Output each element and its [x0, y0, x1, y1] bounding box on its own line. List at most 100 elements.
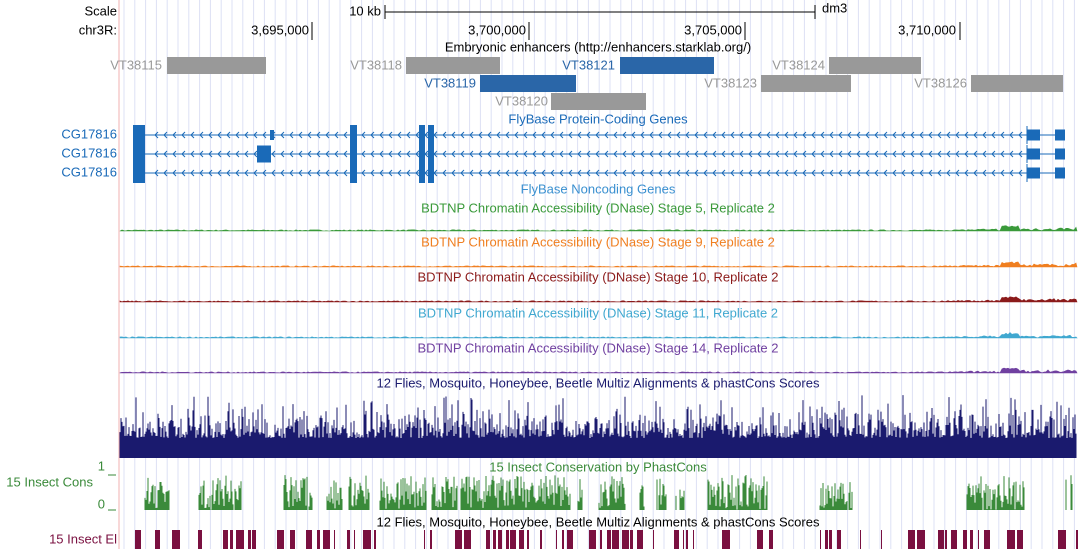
conserved-element [1076, 530, 1078, 549]
enhancer-label: VT38119 [424, 75, 476, 90]
exon [133, 163, 145, 183]
enhancer-label: VT38124 [772, 57, 825, 72]
track-title: 12 Flies, Mosquito, Honeybee, Beetle Mul… [377, 514, 820, 529]
track-label: 15 Insect Cons [6, 474, 93, 489]
conserved-element [1017, 530, 1023, 549]
conserved-element [951, 530, 957, 549]
conserved-element [860, 530, 861, 549]
track-title: BDTNP Chromatin Accessibility (DNase) St… [418, 305, 778, 320]
conserved-element [693, 530, 694, 549]
conserved-element [455, 530, 462, 549]
conserved-element [978, 530, 979, 549]
track-title: FlyBase Noncoding Genes [521, 181, 676, 196]
conserved-element [498, 530, 502, 549]
exon [1055, 167, 1065, 179]
exon [419, 125, 425, 145]
conserved-element [722, 530, 730, 549]
conserved-element [757, 530, 763, 549]
conserved-element [230, 530, 233, 549]
exon [419, 144, 425, 164]
exon [1027, 129, 1040, 141]
scale-size: 10 kb [349, 3, 381, 18]
conserved-element [464, 530, 471, 549]
scale-label: Scale [84, 3, 117, 18]
conserved-element [653, 530, 654, 549]
exon [350, 125, 357, 145]
conserved-element [769, 530, 773, 549]
exon [1055, 148, 1065, 160]
exon [257, 145, 271, 163]
conserved-element [354, 530, 355, 549]
conserved-element [252, 530, 256, 549]
conserved-element [970, 530, 973, 549]
enhancer-label: VT38120 [495, 93, 548, 108]
dnase-signal [119, 296, 1078, 303]
exon [1027, 148, 1040, 160]
conserved-element [506, 530, 509, 549]
conserved-element [317, 530, 320, 549]
track-label: 15 Insect El [49, 531, 117, 546]
exon [428, 125, 434, 145]
chrom-label: chr3R: [79, 22, 117, 37]
enhancer-label: VT38126 [914, 75, 967, 90]
conserved-element [374, 530, 376, 549]
enhancer [406, 57, 500, 74]
strand-arrows [154, 169, 1023, 177]
conserved-element [622, 530, 629, 549]
gene-label: CG17816 [61, 126, 117, 141]
conserved-element [938, 530, 944, 549]
assembly: dm3 [822, 0, 847, 15]
conserved-element [881, 530, 882, 549]
enhancer-label: VT38121 [562, 57, 615, 72]
conserved-element [562, 530, 564, 549]
conserved-element [135, 530, 141, 549]
conserved-element [290, 530, 295, 549]
strand-arrows [154, 150, 1023, 158]
conserved-element [945, 530, 947, 549]
dnase-signal [119, 225, 1078, 232]
axis-label: 0 [98, 496, 105, 511]
exon [428, 144, 434, 164]
conserved-element [486, 530, 490, 549]
exon [133, 144, 145, 164]
conserved-element [556, 530, 557, 549]
axis-label: 1 [98, 458, 105, 473]
conserved-element [527, 530, 529, 549]
track-title: BDTNP Chromatin Accessibility (DNase) St… [417, 340, 778, 355]
track-title: Embryonic enhancers (http://enhancers.st… [445, 39, 751, 54]
conserved-element [1007, 530, 1015, 549]
conserved-element [430, 530, 432, 549]
conserved-element [493, 530, 496, 549]
position-tick-label: 3,705,000 [684, 22, 742, 37]
dnase-signal [119, 261, 1078, 268]
conserved-element [1058, 530, 1066, 549]
conserved-element [837, 530, 841, 549]
conserved-element [686, 530, 688, 549]
conserved-element [277, 530, 284, 549]
exon [419, 163, 425, 183]
conserved-element [363, 530, 371, 549]
dnase-signal [119, 367, 1078, 374]
position-tick-label: 3,700,000 [468, 22, 526, 37]
conserved-element [223, 530, 228, 549]
conserved-element [637, 530, 643, 549]
strand-arrows [154, 131, 1023, 139]
exon [270, 130, 274, 140]
enhancer [829, 57, 921, 74]
exon [1027, 167, 1040, 179]
exon [428, 163, 434, 183]
gene-label: CG17816 [61, 145, 117, 160]
conserved-element [630, 530, 633, 549]
track-title: FlyBase Protein-Coding Genes [508, 111, 688, 126]
conserved-element [347, 530, 350, 549]
exon [1055, 129, 1065, 141]
cons-signal [144, 475, 1073, 510]
enhancer-label: VT38115 [110, 57, 162, 72]
conserved-element [424, 530, 425, 549]
conserved-element [519, 530, 524, 549]
conserved-element [917, 530, 925, 549]
conserved-element [600, 530, 602, 549]
enhancer-label: VT38118 [350, 57, 402, 72]
position-tick-label: 3,710,000 [898, 22, 956, 37]
exon [133, 125, 145, 145]
